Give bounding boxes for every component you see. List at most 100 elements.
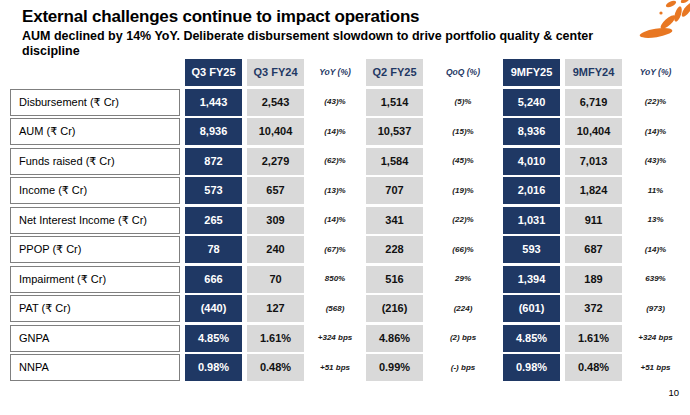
cell-q3fy24: 127: [247, 295, 304, 322]
cell-q3fy25: 8,936: [185, 118, 242, 145]
cell-yoy-change: (43)%: [309, 89, 361, 116]
cell-q3fy24: 2,279: [247, 148, 304, 175]
cell-q2fy25: 1,514: [366, 89, 423, 116]
cell-yoy-9m-change: +51 bps: [627, 354, 684, 381]
cell-9mfy25: 1,394: [503, 266, 560, 293]
cell-yoy-change: (13)%: [309, 177, 361, 204]
cell-q3fy24: 657: [247, 177, 304, 204]
cell-q3fy24: 70: [247, 266, 304, 293]
cell-yoy-9m-change: (973): [627, 295, 684, 322]
col-header-9mfy25: 9MFY25: [503, 59, 560, 86]
row-label: PPOP (₹ Cr): [10, 236, 180, 263]
cell-9mfy24: 1.61%: [565, 325, 622, 352]
cell-q3fy25: 666: [185, 266, 242, 293]
cell-qoq-change: (2) bps: [428, 325, 498, 352]
cell-q3fy25: 4.85%: [185, 325, 242, 352]
page-number: 10: [668, 387, 679, 398]
cell-qoq-change: (19)%: [428, 177, 498, 204]
cell-9mfy25: 1,031: [503, 207, 560, 234]
cell-9mfy25: 0.98%: [503, 354, 560, 381]
cell-q3fy24: 10,404: [247, 118, 304, 145]
cell-qoq-change: (5)%: [428, 89, 498, 116]
col-header-yoy-9m: YoY (%): [627, 59, 684, 86]
row-label: Disbursement (₹ Cr): [10, 89, 180, 116]
cell-qoq-change: (-) bps: [428, 354, 498, 381]
cell-yoy-9m-change: 13%: [627, 207, 684, 234]
cell-9mfy24: 7,013: [565, 148, 622, 175]
cell-yoy-change: +51 bps: [309, 354, 361, 381]
cell-q3fy24: 240: [247, 236, 304, 263]
slide-header: External challenges continue to impact o…: [22, 7, 638, 59]
cell-9mfy25: 4,010: [503, 148, 560, 175]
cell-q2fy25: 516: [366, 266, 423, 293]
cell-9mfy24: 189: [565, 266, 622, 293]
cell-yoy-change: (568): [309, 295, 361, 322]
cell-q3fy24: 2,543: [247, 89, 304, 116]
row-label: AUM (₹ Cr): [10, 118, 180, 145]
col-header-q3fy25: Q3 FY25: [185, 59, 242, 86]
cell-q2fy25: 228: [366, 236, 423, 263]
cell-qoq-change: (15)%: [428, 118, 498, 145]
cell-yoy-change: (14)%: [309, 118, 361, 145]
slide-subtitle: AUM declined by 14% YoY. Deliberate disb…: [22, 29, 632, 59]
cell-9mfy24: 687: [565, 236, 622, 263]
cell-q2fy25: 0.99%: [366, 354, 423, 381]
cell-qoq-change: (22)%: [428, 207, 498, 234]
cell-q3fy24: 309: [247, 207, 304, 234]
cell-q2fy25: (216): [366, 295, 423, 322]
cell-qoq-change: 29%: [428, 266, 498, 293]
cell-9mfy25: (601): [503, 295, 560, 322]
cell-9mfy24: 372: [565, 295, 622, 322]
cell-9mfy25: 593: [503, 236, 560, 263]
row-label: PAT (₹ Cr): [10, 295, 180, 322]
cell-q2fy25: 1,584: [366, 148, 423, 175]
cell-q2fy25: 4.86%: [366, 325, 423, 352]
cell-qoq-change: (224): [428, 295, 498, 322]
cell-9mfy24: 6,719: [565, 89, 622, 116]
row-label: Net Interest Income (₹ Cr): [10, 207, 180, 234]
cell-yoy-9m-change: (14)%: [627, 118, 684, 145]
cell-q3fy25: 0.98%: [185, 354, 242, 381]
cell-yoy-change: +324 bps: [309, 325, 361, 352]
col-header-qoq: QoQ (%): [428, 59, 498, 86]
cell-q3fy24: 0.48%: [247, 354, 304, 381]
cell-9mfy25: 4.85%: [503, 325, 560, 352]
cell-yoy-9m-change: (22)%: [627, 89, 684, 116]
row-label: Impairment (₹ Cr): [10, 266, 180, 293]
cell-yoy-9m-change: 11%: [627, 177, 684, 204]
cell-qoq-change: (45)%: [428, 148, 498, 175]
row-label: GNPA: [10, 325, 180, 352]
slide-title: External challenges continue to impact o…: [22, 7, 638, 27]
cell-9mfy25: 2,016: [503, 177, 560, 204]
col-header-yoy: YoY (%): [309, 59, 361, 86]
cell-q2fy25: 707: [366, 177, 423, 204]
cell-q3fy25: (440): [185, 295, 242, 322]
cell-9mfy24: 911: [565, 207, 622, 234]
cell-q3fy25: 872: [185, 148, 242, 175]
cell-9mfy24: 0.48%: [565, 354, 622, 381]
financial-metrics-table: Q3 FY25 Q3 FY24 YoY (%) Q2 FY25 QoQ (%) …: [10, 59, 684, 381]
cell-yoy-9m-change: +324 bps: [627, 325, 684, 352]
header-spacer: [10, 59, 180, 86]
col-header-q2fy25: Q2 FY25: [366, 59, 423, 86]
col-header-q3fy24: Q3 FY24: [247, 59, 304, 86]
row-label: NNPA: [10, 354, 180, 381]
cell-q2fy25: 10,537: [366, 118, 423, 145]
cell-yoy-change: (62)%: [309, 148, 361, 175]
row-label: Income (₹ Cr): [10, 177, 180, 204]
cell-yoy-change: 850%: [309, 266, 361, 293]
cell-yoy-9m-change: 639%: [627, 266, 684, 293]
cell-yoy-9m-change: (14)%: [627, 236, 684, 263]
cell-yoy-change: (67)%: [309, 236, 361, 263]
cell-q3fy25: 265: [185, 207, 242, 234]
cell-9mfy24: 10,404: [565, 118, 622, 145]
cell-9mfy24: 1,824: [565, 177, 622, 204]
cell-q3fy25: 1,443: [185, 89, 242, 116]
cell-q3fy25: 78: [185, 236, 242, 263]
cell-9mfy25: 5,240: [503, 89, 560, 116]
cell-9mfy25: 8,936: [503, 118, 560, 145]
cell-q2fy25: 341: [366, 207, 423, 234]
col-header-9mfy24: 9MFY24: [565, 59, 622, 86]
row-label: Funds raised (₹ Cr): [10, 148, 180, 175]
cell-qoq-change: (66)%: [428, 236, 498, 263]
